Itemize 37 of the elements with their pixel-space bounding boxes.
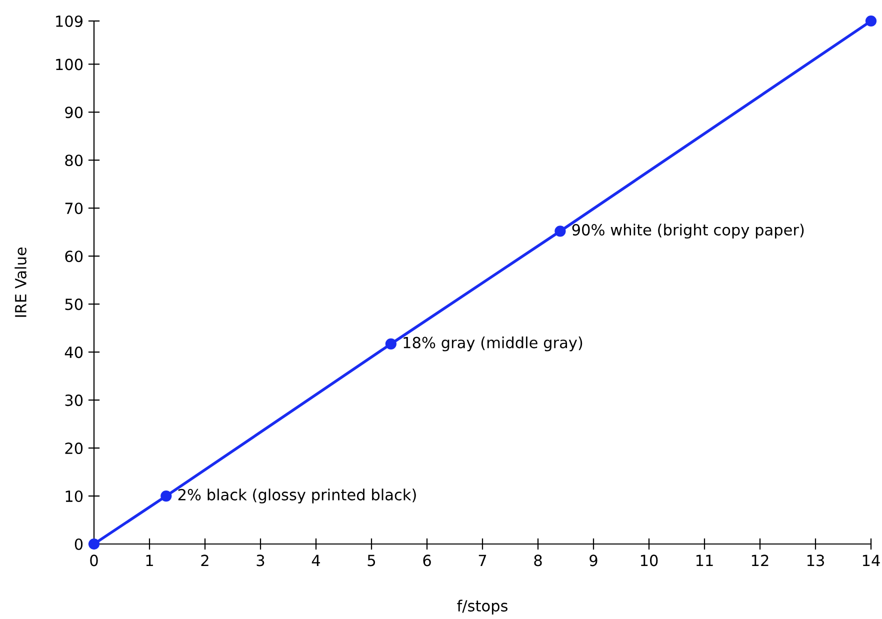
- y-axis-title: IRE Value: [14, 248, 26, 317]
- annotation: 18% gray (middle gray): [404, 336, 582, 352]
- x-tick-label: 12: [752, 554, 768, 566]
- y-tick-label: 70: [65, 202, 83, 214]
- x-tick-label: 14: [862, 554, 880, 566]
- y-tick-label: 80: [65, 154, 83, 166]
- y-tick-label: 109: [56, 15, 83, 28]
- x-tick-label: 7: [478, 554, 486, 566]
- y-tick-label: 20: [65, 442, 83, 454]
- y-tick-label: 50: [65, 298, 83, 310]
- annotation: 2% black (glossy printed black): [178, 488, 416, 504]
- y-tick-label: 0: [74, 538, 83, 550]
- point: [554, 226, 566, 237]
- point: [385, 338, 396, 350]
- x-tick-label: 6: [423, 554, 431, 566]
- x-tick-label: 0: [90, 554, 98, 566]
- point: [88, 538, 100, 550]
- y-tick-label: 60: [65, 250, 83, 262]
- point: [865, 15, 877, 27]
- x-tick-label: 4: [312, 554, 320, 566]
- x-tick-label: 5: [368, 554, 376, 566]
- y-tick-label: 100: [56, 58, 83, 70]
- y-tick-label: 90: [65, 106, 83, 118]
- x-tick-label: 9: [590, 554, 598, 566]
- annotation: 90% white (bright copy paper): [572, 224, 804, 239]
- x-tick-label: 8: [534, 554, 542, 566]
- x-axis-title: f/stops: [457, 600, 508, 615]
- x-tick-label: 11: [696, 554, 713, 566]
- x-tick-label: 13: [807, 554, 824, 566]
- y-tick-label: 30: [65, 394, 83, 406]
- x-tick-label: 10: [640, 554, 658, 566]
- x-tick-label: 1: [146, 554, 153, 566]
- y-tick-label: 10: [66, 490, 83, 502]
- x-tick-label: 3: [256, 554, 264, 566]
- point: [160, 490, 172, 502]
- y-tick-label: 40: [64, 346, 83, 358]
- x-tick-label: 2: [201, 554, 208, 566]
